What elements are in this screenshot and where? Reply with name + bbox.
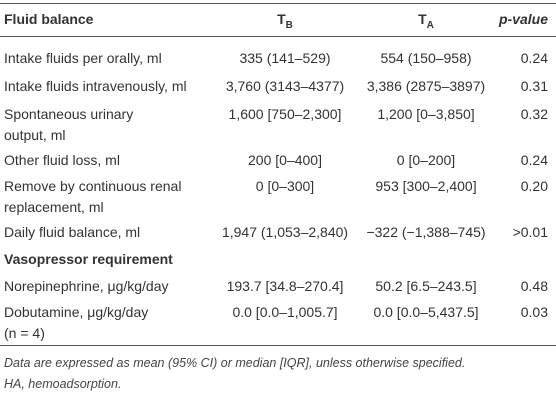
column-header: TA xyxy=(418,9,434,36)
row-label: Daily fluid balance, ml xyxy=(4,224,141,240)
footnote: HA, hemoadsorption. xyxy=(4,377,122,391)
cell: 1,200 [0–3,850] xyxy=(377,106,475,122)
row-label: Dobutamine, μg/kg/day xyxy=(4,304,149,320)
header-rule xyxy=(0,36,556,37)
cell: 335 (141–529) xyxy=(239,50,331,66)
header-sub: B xyxy=(285,19,293,31)
top-rule xyxy=(0,3,556,4)
cell: 50.2 [6.5–243.5] xyxy=(375,278,477,294)
cell: >0.01 xyxy=(512,224,548,240)
column-header: TB xyxy=(277,9,293,36)
cell: 0.24 xyxy=(520,152,548,168)
cell: 200 [0–400] xyxy=(248,152,322,168)
header-text: p-value xyxy=(498,11,548,27)
footnote: Data are expressed as mean (95% CI) or m… xyxy=(4,356,466,370)
cell: 1,947 (1,053–2,840) xyxy=(221,224,349,240)
cell: 0.20 xyxy=(520,178,548,194)
cell: 0.0 [0.0–1,005.7] xyxy=(232,304,338,320)
column-header: p-value xyxy=(499,9,548,29)
bottom-rule xyxy=(0,345,556,346)
cell: 0 [0–200] xyxy=(396,152,456,168)
cell: 1,600 [750–2,300] xyxy=(228,106,342,122)
row-label: Norepinephrine, μg/kg/day xyxy=(4,278,169,294)
section-header: Vasopressor requirement xyxy=(4,251,173,267)
cell: 0.32 xyxy=(520,106,548,122)
row-label: output, ml xyxy=(4,127,66,143)
header-sub: A xyxy=(426,19,434,31)
row-label: (n = 4) xyxy=(4,325,45,341)
cell: 0.24 xyxy=(520,50,548,66)
header-main: T xyxy=(277,11,286,27)
cell: 554 (150–958) xyxy=(380,50,472,66)
row-label: replacement, ml xyxy=(4,199,104,215)
cell: −322 (−1,388–745) xyxy=(366,224,486,240)
cell: 0.31 xyxy=(520,78,548,94)
row-label: Spontaneous urinary xyxy=(4,106,134,122)
cell: 953 [300–2,400] xyxy=(375,178,477,194)
cell: 0.03 xyxy=(520,304,548,320)
header-main: T xyxy=(418,11,427,27)
cell: 3,386 (2875–3897) xyxy=(366,78,486,94)
cell: 193.7 [34.8–270.4] xyxy=(226,278,344,294)
row-label: Intake fluids intravenously, ml xyxy=(4,78,187,94)
cell: 3,760 (3143–4377) xyxy=(225,78,345,94)
cell: 0 [0–300] xyxy=(255,178,315,194)
row-label: Remove by continuous renal xyxy=(4,178,182,194)
cell: 0.0 [0.0–5,437.5] xyxy=(373,304,479,320)
row-label: Other fluid loss, ml xyxy=(4,152,120,168)
row-label: Intake fluids per orally, ml xyxy=(4,50,162,66)
column-header: Fluid balance xyxy=(4,11,94,27)
cell: 0.48 xyxy=(520,278,548,294)
